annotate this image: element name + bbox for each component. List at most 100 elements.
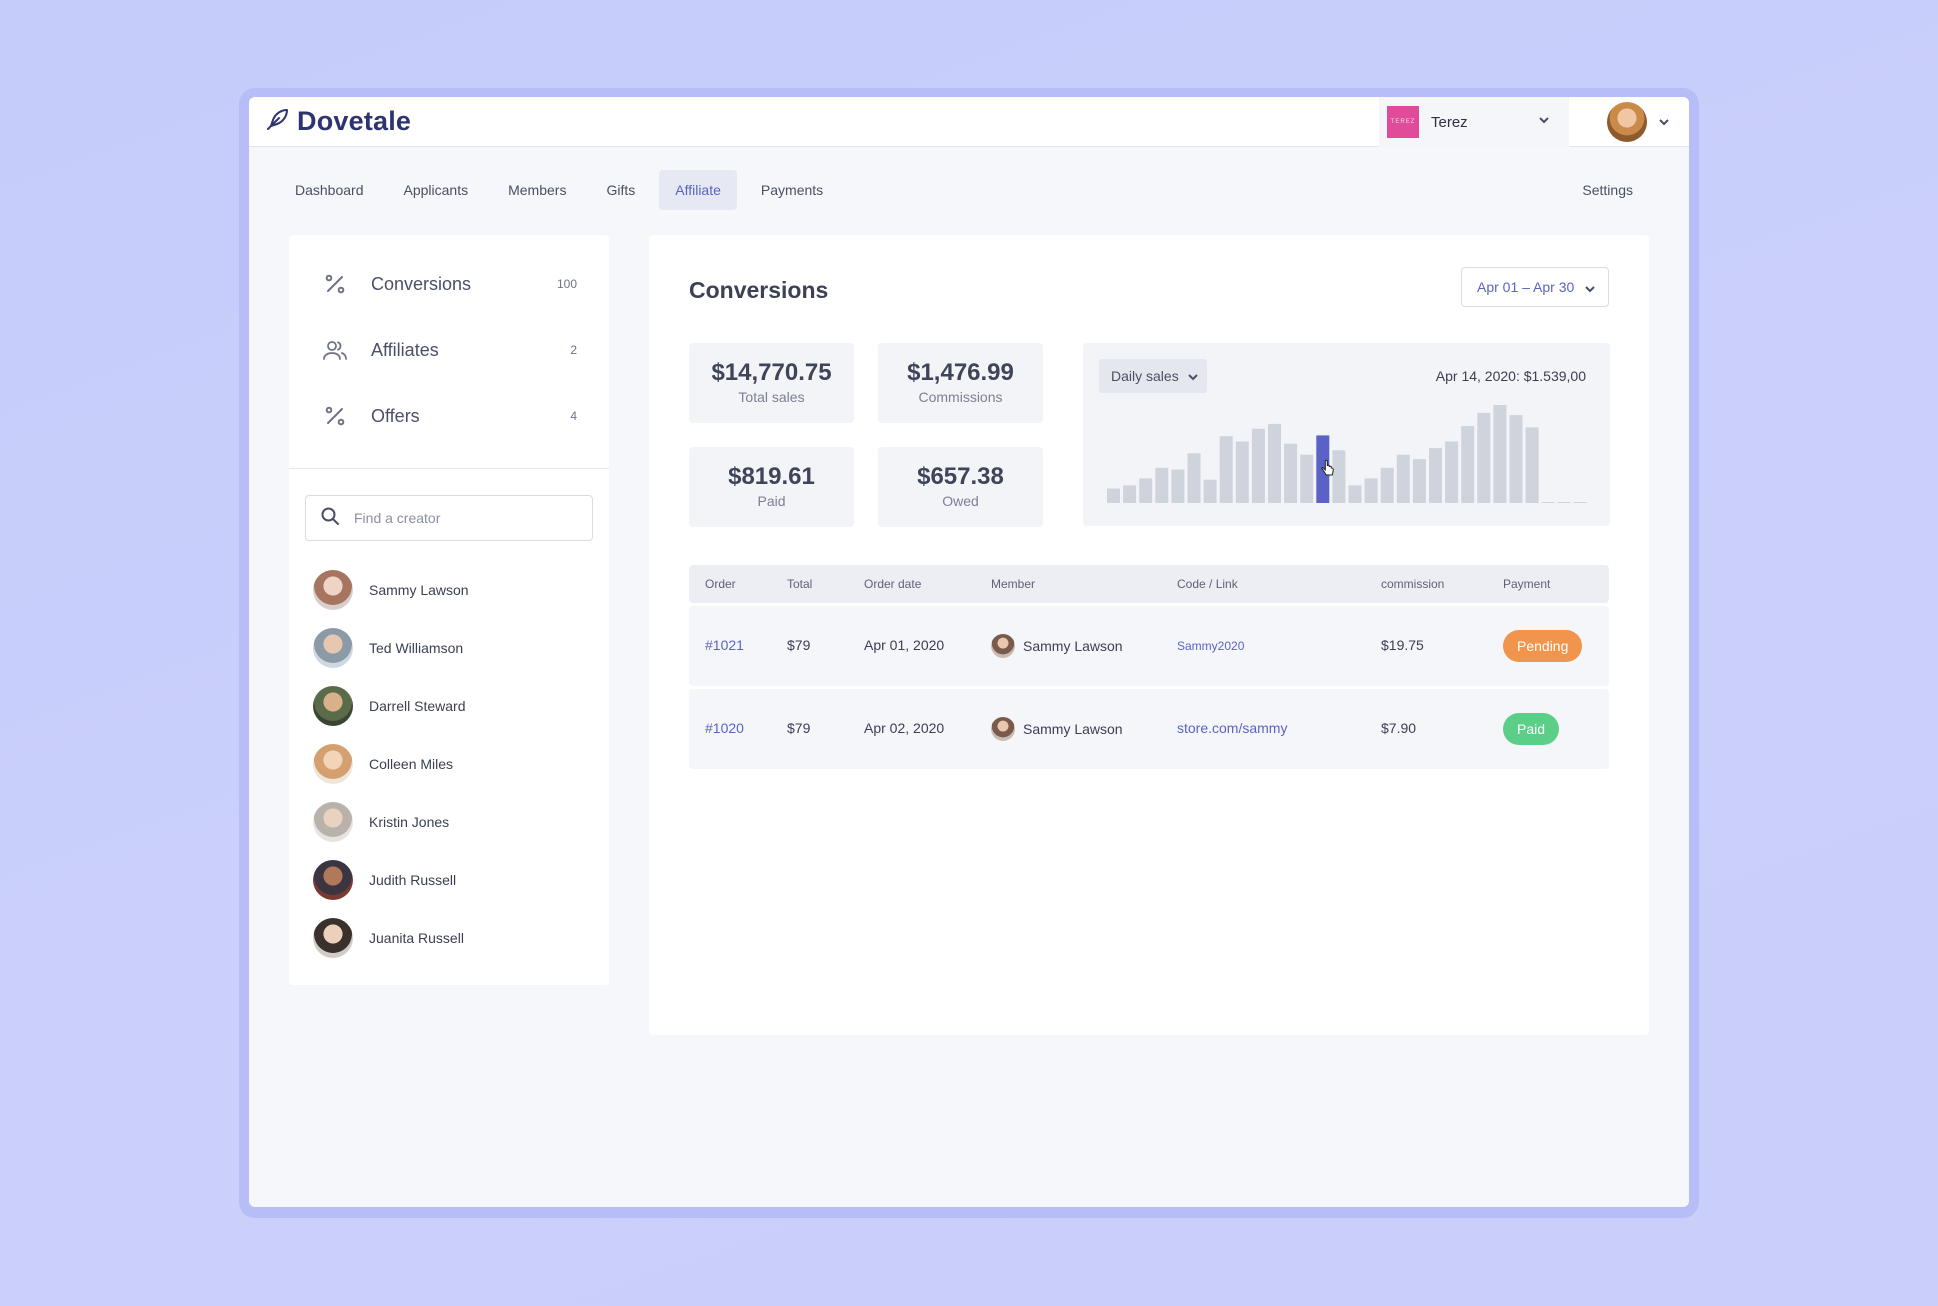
creator-item[interactable]: Sammy Lawson	[313, 561, 469, 619]
table-row[interactable]: #1020 $79 Apr 02, 2020 Sammy Lawson stor…	[689, 689, 1609, 769]
column-header[interactable]: Member	[991, 577, 1036, 591]
table-row[interactable]: #1021 $79 Apr 01, 2020 Sammy Lawson Samm…	[689, 606, 1609, 686]
chart-bar[interactable]	[1203, 479, 1217, 503]
chart-bar[interactable]	[1300, 454, 1314, 503]
nav-applicants[interactable]: Applicants	[403, 182, 469, 198]
chevron-down-icon	[1585, 286, 1595, 293]
chart-bar[interactable]	[1123, 485, 1137, 503]
sidebar-item-count: 4	[570, 409, 577, 423]
nav-settings[interactable]: Settings	[1582, 182, 1633, 198]
nav-affiliate[interactable]: Affiliate	[659, 170, 737, 210]
chart-bar[interactable]	[1364, 478, 1378, 503]
percent-icon	[321, 402, 349, 430]
stat-label: Owed	[942, 493, 979, 509]
creator-name: Darrell Steward	[369, 698, 466, 714]
creator-name: Juanita Russell	[369, 930, 464, 946]
chart-bar[interactable]	[1251, 428, 1265, 503]
chart-bar[interactable]	[1461, 426, 1475, 503]
date-range-select[interactable]: Apr 01 – Apr 30	[1461, 267, 1609, 307]
creator-item[interactable]: Kristin Jones	[313, 793, 469, 851]
chart-bar[interactable]	[1429, 448, 1442, 503]
chart-metric-select[interactable]: Daily sales	[1099, 359, 1207, 393]
avatar	[313, 570, 353, 610]
creator-item[interactable]: Darrell Steward	[313, 677, 469, 735]
top-bar: Dovetale TEREZ Terez	[249, 97, 1689, 147]
creator-item[interactable]: Judith Russell	[313, 851, 469, 909]
column-header[interactable]: Code / Link	[1177, 577, 1238, 591]
orders-table: Order Total Order date Member Code / Lin…	[689, 565, 1609, 769]
feather-icon	[265, 106, 291, 137]
percent-icon	[321, 270, 349, 298]
avatar	[313, 628, 353, 668]
creator-item[interactable]: Ted Williamson	[313, 619, 469, 677]
sidebar-item-count: 2	[570, 343, 577, 357]
order-member[interactable]: Sammy Lawson	[991, 634, 1123, 658]
chart-bar[interactable]	[1107, 488, 1120, 504]
column-header[interactable]: Order	[705, 577, 736, 591]
creator-search[interactable]	[305, 495, 593, 541]
chart-bar[interactable]	[1284, 443, 1298, 503]
chart-bar[interactable]	[1525, 427, 1539, 503]
column-header[interactable]: commission	[1381, 577, 1445, 591]
creator-name: Colleen Miles	[369, 756, 454, 772]
avatar	[313, 860, 353, 900]
sidebar-item-affiliates[interactable]: Affiliates 2	[289, 317, 609, 383]
status-badge[interactable]: Paid	[1503, 713, 1560, 745]
chart-bar[interactable]	[1509, 415, 1523, 503]
creator-name: Ted Williamson	[369, 640, 464, 656]
bar-chart[interactable]	[1083, 343, 1610, 526]
app-window: Dovetale TEREZ Terez Dashboard Applicant…	[249, 97, 1689, 1207]
logo[interactable]: Dovetale	[265, 106, 411, 137]
column-header[interactable]: Payment	[1503, 577, 1551, 591]
chart-bar[interactable]	[1493, 405, 1507, 503]
chart-bar[interactable]	[1235, 441, 1249, 504]
chart-bar[interactable]	[1139, 478, 1153, 503]
chart-bar[interactable]	[1380, 467, 1394, 503]
creator-item[interactable]: Colleen Miles	[313, 735, 469, 793]
chart-bar[interactable]	[1477, 412, 1491, 503]
chart-bar[interactable]	[1412, 459, 1426, 503]
order-total: $79	[787, 637, 811, 653]
nav-gifts[interactable]: Gifts	[606, 182, 636, 198]
sidebar-item-count: 100	[556, 277, 577, 291]
chart-bar[interactable]	[1396, 454, 1410, 503]
column-header[interactable]: Total	[787, 577, 813, 591]
nav-dashboard[interactable]: Dashboard	[295, 182, 364, 198]
chart-bar[interactable]	[1155, 467, 1169, 503]
app-name: Dovetale	[297, 106, 412, 136]
stat-label: Paid	[757, 493, 786, 509]
chart-bar[interactable]	[1187, 453, 1201, 503]
status-badge[interactable]: Pending	[1503, 630, 1583, 662]
chart-bar[interactable]	[1171, 469, 1185, 503]
nav-members[interactable]: Members	[508, 182, 567, 198]
sidebar-item-conversions[interactable]: Conversions 100	[289, 251, 609, 317]
chevron-down-icon[interactable]	[1657, 115, 1671, 134]
code-link[interactable]: store.com/sammy	[1177, 720, 1288, 736]
nav-payments[interactable]: Payments	[760, 182, 824, 198]
chart-bar[interactable]	[1348, 485, 1362, 503]
brand-selector[interactable]: TEREZ Terez	[1379, 97, 1569, 147]
avatar	[991, 717, 1015, 741]
chart-bar[interactable]	[1332, 450, 1346, 503]
pointer-cursor-icon	[1321, 459, 1334, 476]
chart-bar[interactable]	[1219, 436, 1233, 503]
order-link[interactable]: #1021	[705, 637, 744, 653]
search-input[interactable]	[354, 510, 574, 526]
chart-bar[interactable]	[1541, 502, 1555, 503]
chart-bar[interactable]	[1445, 441, 1459, 504]
order-link[interactable]: #1020	[705, 720, 744, 736]
chart-bar[interactable]	[1268, 423, 1281, 503]
daily-sales-chart: Daily sales Apr 14, 2020: $1.539,00	[1083, 343, 1610, 526]
column-header[interactable]: Order date	[864, 577, 922, 591]
order-member[interactable]: Sammy Lawson	[991, 717, 1123, 741]
stat-value: $14,770.75	[711, 359, 832, 386]
user-avatar[interactable]	[1607, 102, 1647, 142]
sidebar-item-offers[interactable]: Offers 4	[289, 383, 609, 449]
order-date: Apr 01, 2020	[864, 637, 945, 653]
chart-bar[interactable]	[1557, 502, 1571, 503]
code-link[interactable]: Sammy2020	[1177, 639, 1245, 653]
chart-metric-value: Daily sales	[1111, 368, 1179, 384]
avatar	[313, 744, 353, 784]
creator-item[interactable]: Juanita Russell	[313, 909, 469, 967]
chart-bar[interactable]	[1573, 502, 1587, 503]
